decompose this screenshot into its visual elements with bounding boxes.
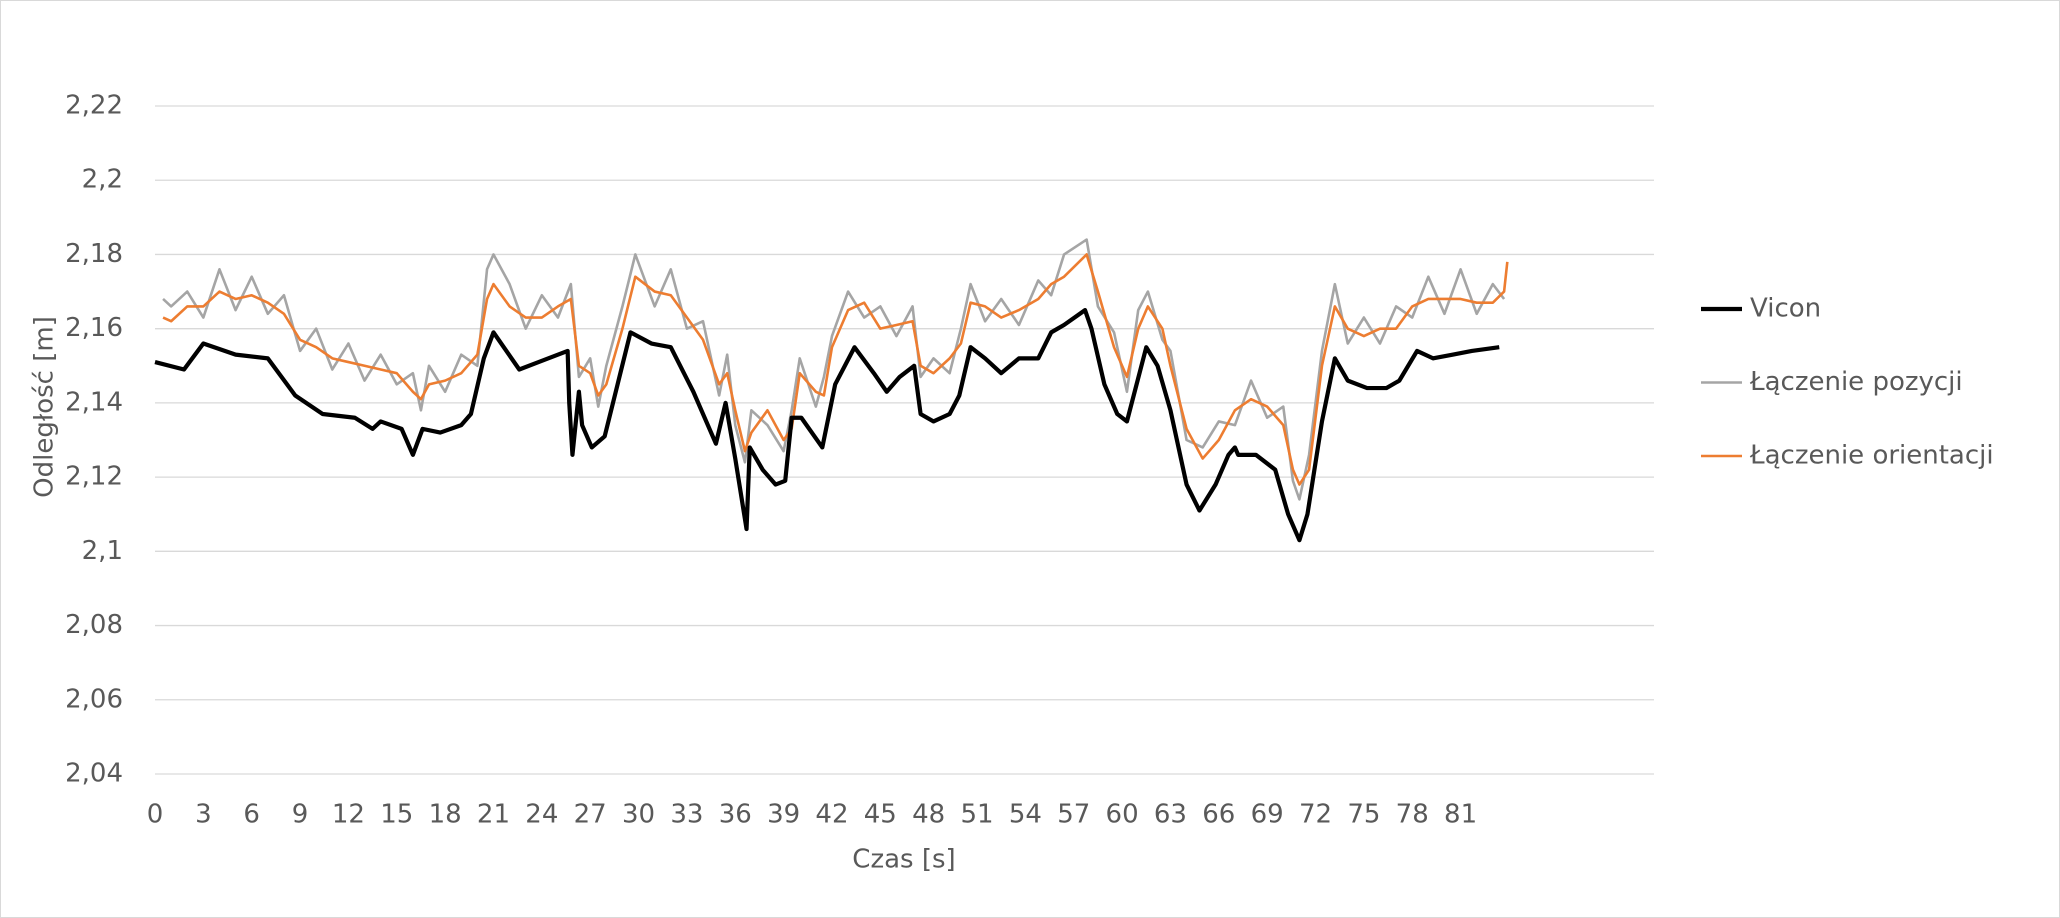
x-tick-label: 21: [477, 800, 510, 830]
x-tick-label: 81: [1444, 800, 1477, 830]
legend-label: Łączenie orientacji: [1749, 441, 1994, 471]
legend-label: Łączenie pozycji: [1749, 367, 1963, 397]
x-tick-label: 54: [1009, 800, 1042, 830]
data-line: [162, 253, 1509, 486]
y-tick-label: 2,06: [65, 684, 123, 714]
y-tick-label: 2,16: [65, 313, 123, 343]
x-tick-label: 24: [525, 800, 558, 830]
x-tick-label: 75: [1347, 800, 1380, 830]
x-tick-label: 36: [719, 800, 752, 830]
x-tick-label: 45: [864, 800, 897, 830]
x-tick-label: 60: [1106, 800, 1139, 830]
y-tick-label: 2,14: [65, 387, 123, 417]
y-axis-label: Odległość [m]: [30, 316, 60, 498]
x-tick-label: 51: [960, 800, 993, 830]
x-tick-label: 78: [1396, 800, 1429, 830]
x-tick-label: 27: [574, 800, 607, 830]
legend-label: Vicon: [1750, 294, 1821, 324]
x-tick-label: 57: [1057, 800, 1090, 830]
x-tick-label: 3: [195, 800, 212, 830]
x-tick-label: 15: [380, 800, 413, 830]
y-tick-label: 2,1: [82, 536, 123, 566]
x-tick-label: 63: [1154, 800, 1187, 830]
x-tick-label: 33: [670, 800, 703, 830]
x-tick-label: 30: [622, 800, 655, 830]
x-tick-label: 9: [292, 800, 309, 830]
x-tick-label: 18: [429, 800, 462, 830]
x-tick-label: 0: [147, 800, 164, 830]
y-tick-label: 2,22: [65, 91, 123, 121]
y-tick-label: 2,12: [65, 462, 123, 492]
x-tick-label: 69: [1251, 800, 1284, 830]
data-line: [162, 238, 1506, 501]
data-line: [154, 308, 1500, 543]
y-tick-label: 2,2: [82, 165, 123, 195]
y-tick-label: 2,08: [65, 610, 123, 640]
x-tick-label: 6: [243, 800, 260, 830]
x-tick-label: 39: [767, 800, 800, 830]
y-tick-label: 2,04: [65, 759, 123, 789]
x-tick-label: 72: [1299, 800, 1332, 830]
x-tick-label: 48: [912, 800, 945, 830]
y-tick-label: 2,18: [65, 239, 123, 269]
x-tick-label: 66: [1202, 800, 1235, 830]
x-tick-label: 12: [332, 800, 365, 830]
x-axis-label: Czas [s]: [852, 845, 955, 875]
x-tick-label: 42: [815, 800, 848, 830]
